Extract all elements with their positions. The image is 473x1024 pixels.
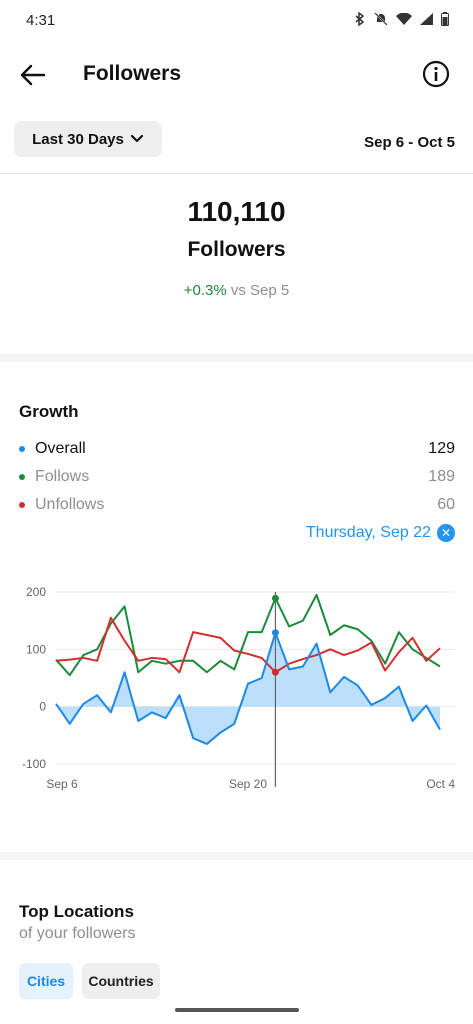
x-tick-label: Oct 4 (426, 777, 455, 791)
legend-value: 129 (428, 440, 455, 457)
legend-follows: Follows 189 (19, 466, 455, 488)
follows-line (55, 593, 441, 677)
y-tick-label: 0 (39, 700, 46, 714)
x-tick-label: Sep 6 (46, 777, 78, 791)
tab-cities[interactable]: Cities (19, 963, 73, 999)
section-divider (0, 354, 473, 362)
legend-value: 60 (437, 496, 455, 513)
status-icons (354, 11, 449, 29)
legend-overall: Overall 129 (19, 438, 455, 460)
clear-selection-icon[interactable]: ✕ (437, 524, 455, 542)
overall-area (56, 632, 440, 744)
mute-bell-icon (374, 12, 388, 29)
battery-icon (441, 12, 449, 29)
overall-line (55, 631, 441, 745)
locations-title: Top Locations (19, 902, 134, 921)
unfollows-line (55, 616, 441, 674)
follows-selected-point (271, 594, 279, 602)
locations-subtitle: of your followers (19, 925, 136, 942)
date-range-dropdown[interactable]: Last 30 Days (14, 121, 162, 157)
date-range-text: Sep 6 - Oct 5 (364, 134, 455, 151)
section-divider (0, 852, 473, 860)
back-arrow-icon[interactable] (16, 58, 50, 92)
divider (0, 173, 473, 174)
home-indicator[interactable] (175, 1008, 299, 1012)
growth-title: Growth (19, 402, 79, 421)
status-bar: 4:31 (0, 0, 473, 42)
page-title: Followers (83, 62, 182, 85)
legend-label: Follows (35, 468, 90, 485)
legend-label: Unfollows (35, 496, 105, 513)
unfollows-selected-point (271, 668, 279, 676)
delta-value: +0.3% (183, 282, 227, 299)
date-range-label: Last 30 Days (32, 130, 124, 148)
overall-selected-point (271, 629, 279, 637)
follows-dot (19, 474, 25, 480)
bluetooth-icon (354, 11, 366, 29)
legend-value: 189 (428, 468, 455, 485)
signal-icon (420, 13, 433, 28)
selected-day-label: Thursday, Sep 22 (305, 524, 431, 541)
legend-unfollows: Unfollows 60 (19, 494, 455, 516)
tab-countries[interactable]: Countries (82, 963, 160, 999)
status-time: 4:31 (26, 12, 56, 29)
top-app-bar: Followers (0, 48, 473, 104)
follower-label: Followers (187, 238, 286, 261)
x-tick-label: Sep 20 (229, 777, 267, 791)
y-tick-label: 100 (26, 642, 46, 656)
selected-day-chip[interactable]: Thursday, Sep 22 ✕ (306, 524, 455, 542)
follower-count: 110,110 (187, 196, 286, 227)
delta-suffix: vs Sep 5 (230, 282, 290, 299)
y-tick-label: 200 (26, 585, 46, 599)
unfollows-dot (19, 502, 25, 508)
legend-label: Overall (35, 440, 86, 457)
wifi-icon (396, 12, 412, 28)
info-icon[interactable] (420, 58, 452, 90)
y-tick-label: -100 (22, 757, 46, 771)
overall-dot (19, 446, 25, 452)
follower-delta: +0.3% vs Sep 5 (0, 282, 473, 299)
chevron-down-icon (130, 131, 144, 148)
